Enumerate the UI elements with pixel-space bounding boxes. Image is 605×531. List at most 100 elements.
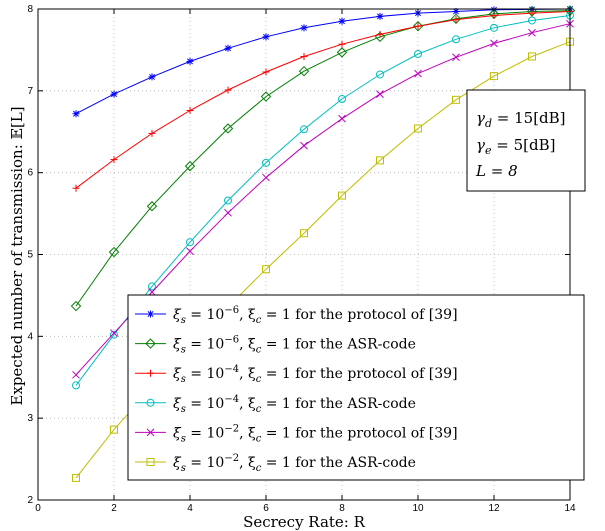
data-point-s5-4 [186, 247, 194, 256]
data-point-s6-12 [490, 72, 498, 81]
y-axis-label: Expected number of transmission: 𝔼[L] [8, 106, 26, 405]
data-point-s1-5 [224, 44, 232, 52]
data-point-s6-6 [262, 265, 270, 274]
data-point-s3-13 [528, 9, 536, 17]
data-point-s4-9 [376, 70, 384, 79]
data-point-s3-4 [186, 106, 194, 114]
data-point-s3-6 [262, 68, 270, 76]
series-line-1 [75, 8, 571, 115]
x-tick-label: 8 [339, 503, 345, 514]
series-line-5 [75, 23, 571, 376]
x-tick-label: 4 [187, 503, 193, 514]
data-point-s4-7 [300, 125, 308, 134]
series-2 [70, 5, 576, 312]
legend: ξs = 10−6, ξc = 1 for the protocol of [3… [127, 294, 585, 481]
data-point-s5-7 [300, 141, 308, 150]
series-line-2 [75, 10, 571, 307]
data-point-s6-11 [452, 95, 460, 104]
legend-item-1: ξs = 10−6, ξc = 1 for the protocol of [3… [135, 305, 458, 326]
series-line-3 [75, 11, 571, 189]
data-point-s2-11 [450, 13, 462, 25]
legend-box [127, 294, 585, 481]
data-point-s4-4 [186, 238, 194, 247]
data-point-s5-10 [414, 69, 422, 78]
annotation-L: L = 8 [475, 162, 518, 180]
data-point-s4-12 [490, 23, 498, 32]
data-point-s6-9 [376, 156, 384, 165]
y-tick-label: 4 [27, 331, 33, 342]
data-point-s1-7 [300, 24, 308, 32]
annotation-box: γd = 15[dB] γe = 5[dB] L = 8 [466, 89, 586, 192]
data-point-s6-8 [338, 191, 346, 200]
data-point-s4-3 [148, 282, 156, 291]
data-point-s1-1 [72, 110, 80, 118]
annotation-gamma-e: γe = 5[dB] [476, 136, 555, 157]
data-point-s2-7 [298, 65, 310, 77]
data-point-s6-7 [300, 229, 308, 238]
legend-label-6: ξs = 10−2, ξc = 1 for the ASR-code [173, 453, 416, 474]
data-point-s5-8 [338, 114, 346, 123]
annotation-gamma-d: γd = 15[dB] [476, 109, 566, 130]
series-line-4 [75, 15, 571, 386]
y-tick-label: 3 [27, 413, 33, 424]
data-point-s1-3 [148, 73, 156, 81]
y-tick-label: 2 [27, 495, 33, 506]
data-point-s4-13 [528, 16, 536, 25]
data-point-s4-5 [224, 196, 232, 205]
data-point-s1-2 [110, 90, 118, 98]
data-point-s3-10 [414, 22, 422, 30]
x-tick-label: 12 [488, 503, 500, 514]
data-point-s1-8 [338, 17, 346, 25]
data-point-s4-10 [414, 50, 422, 59]
data-point-s3-7 [300, 52, 308, 60]
data-point-s5-5 [224, 208, 232, 217]
data-point-s6-10 [414, 124, 422, 133]
legend-label-3: ξs = 10−4, ξc = 1 for the protocol of [3… [173, 364, 458, 385]
data-point-s5-6 [262, 173, 270, 182]
data-point-s3-2 [110, 156, 118, 164]
y-tick-label: 8 [27, 4, 33, 15]
data-point-s1-9 [376, 12, 384, 20]
legend-label-1: ξs = 10−6, ξc = 1 for the protocol of [3… [173, 305, 458, 326]
legend-marker-5 [146, 428, 155, 437]
y-tick-label: 6 [27, 168, 33, 179]
data-point-s3-8 [338, 40, 346, 48]
data-point-s5-12 [490, 39, 498, 48]
data-point-s2-8 [336, 47, 348, 58]
data-point-s2-1 [70, 300, 82, 312]
data-point-s3-9 [376, 30, 384, 38]
data-point-s5-11 [452, 53, 460, 62]
x-axis-label: Secrecy Rate: R [243, 513, 366, 531]
data-point-s3-5 [224, 86, 232, 94]
data-point-s5-2 [110, 329, 118, 337]
data-point-s4-2 [110, 330, 118, 339]
data-point-s1-4 [186, 57, 194, 65]
data-point-s5-1 [72, 370, 80, 379]
legend-label-2: ξs = 10−6, ξc = 1 for the ASR-code [173, 335, 416, 356]
grid [38, 9, 570, 500]
x-tick-label: 10 [412, 503, 424, 514]
data-point-s6-1 [72, 473, 80, 482]
data-point-s6-2 [110, 425, 118, 434]
y-tick-label: 5 [27, 250, 33, 261]
legend-label-4: ξs = 10−4, ξc = 1 for the ASR-code [173, 394, 416, 415]
legend-marker-4 [146, 398, 155, 407]
data-point-s2-4 [184, 160, 196, 172]
legend-label-5: ξs = 10−2, ξc = 1 for the protocol of [3… [173, 423, 458, 444]
series-1 [72, 5, 574, 118]
legend-marker-3 [147, 369, 154, 377]
legend-item-6: ξs = 10−2, ξc = 1 for the ASR-code [135, 453, 416, 474]
y-tick-label: 7 [27, 86, 33, 97]
x-tick-label: 0 [35, 503, 41, 514]
data-point-s5-9 [376, 90, 384, 98]
data-point-s5-3 [148, 288, 156, 296]
legend-item-2: ξs = 10−6, ξc = 1 for the ASR-code [135, 335, 416, 356]
data-point-s2-5 [222, 123, 234, 134]
data-point-s4-8 [338, 95, 346, 104]
series-3 [72, 7, 574, 192]
data-point-s4-11 [452, 35, 460, 44]
legend-marker-1 [147, 310, 154, 318]
data-point-s3-1 [72, 184, 80, 192]
series-5 [72, 19, 574, 379]
